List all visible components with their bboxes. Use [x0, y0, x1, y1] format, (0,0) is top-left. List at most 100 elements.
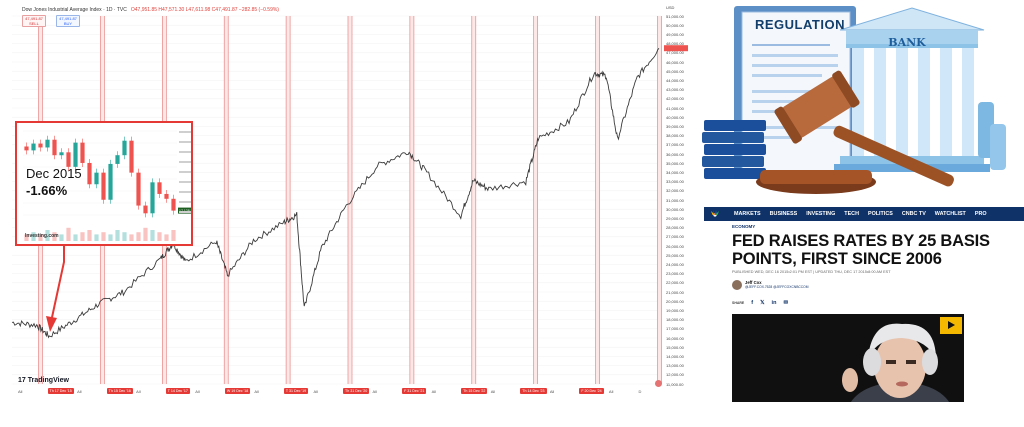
y-tick-label: 43,000.00 [666, 87, 684, 93]
hike-band [224, 16, 229, 384]
nav-item-pro[interactable]: PRO [974, 211, 987, 217]
y-tick-label: 14,000.00 [666, 353, 684, 359]
inset-volume-bar [24, 234, 29, 241]
x-tick-label: All [195, 389, 200, 394]
hike-band [348, 16, 352, 384]
x-tick-label: All [549, 389, 555, 394]
y-tick-label: 38,000.00 [666, 133, 684, 139]
x-tick-label: All [18, 389, 23, 394]
y-tick-label: 46,000.00 [666, 59, 684, 65]
y-tick-label: 44,000.00 [666, 77, 684, 83]
dec-2015-inset: 17,128.55 Dec 2015 -1.66% Investing.com [15, 121, 193, 246]
inset-volume-bar [101, 232, 106, 241]
x-tick-label: All [313, 389, 318, 394]
hike-date-label: Th 17 Dec '15 [47, 388, 74, 394]
inset-volume-bar [66, 227, 71, 241]
article-section[interactable]: ECONOMY [732, 224, 756, 229]
inset-volume-bar [171, 230, 176, 241]
y-tick-label: 18,000.00 [666, 317, 684, 323]
author-name: Jeff Cox [745, 280, 762, 285]
inset-volume-bar [115, 230, 120, 241]
hike-date-label: W 19 Dec '18 [224, 388, 251, 394]
inset-candle [73, 142, 78, 167]
facebook-icon[interactable]: f [751, 300, 754, 306]
nav-item-investing[interactable]: INVESTING [806, 211, 836, 217]
y-tick-label: 47,000.00 [666, 50, 684, 56]
regulation-illustration [690, 0, 1024, 206]
sell-price: 47,491.87 [25, 16, 43, 21]
hike-date-label: Th 31 Dec '20 [343, 388, 370, 394]
x-tick-label: All [254, 389, 259, 394]
hike-band [471, 16, 476, 384]
sell-button[interactable]: 47,491.87 SELL [22, 15, 46, 27]
inset-candle [115, 155, 120, 164]
hike-date-label: Th 14 Dec '23 [520, 388, 547, 394]
inset-volume-bar [87, 230, 92, 241]
inset-volume-bar [164, 234, 169, 241]
article-video[interactable] [732, 314, 964, 402]
inset-price-tag [178, 207, 191, 214]
y-tick-label: 21,000.00 [666, 289, 684, 295]
nav-item-markets[interactable]: MARKETS [734, 211, 761, 217]
buy-button[interactable]: 47,491.87 BUY [56, 15, 80, 27]
dow-chart-panel: Dow Jones Industrial Average Index · 1D … [0, 0, 690, 400]
x-tick-label: All [431, 389, 437, 394]
inset-axis-tick [179, 161, 191, 163]
hike-date-label: F 20 Dec '24 [579, 388, 604, 394]
hike-band [595, 16, 600, 384]
x-tick-label: All [490, 389, 496, 394]
inset-candle [143, 205, 148, 214]
inset-volume-bar [31, 232, 36, 241]
nav-item-tech[interactable]: TECH [844, 211, 859, 217]
nav-item-politics[interactable]: POLITICS [867, 211, 893, 217]
inset-volume-bar [52, 232, 57, 241]
y-tick-label: 32,000.00 [666, 188, 684, 194]
investing-logo: Investing.com [25, 233, 59, 239]
nav-item-watchlist[interactable]: WATCHLIST [934, 211, 966, 217]
cnbc-peacock-icon[interactable] [710, 209, 720, 219]
x-icon[interactable]: 𝕏 [760, 300, 765, 306]
hike-date-label: Th 15 Dec '22 [461, 388, 488, 394]
inset-candle [101, 172, 106, 200]
buy-price: 47,491.87 [59, 16, 77, 21]
inset-candle [164, 193, 169, 199]
inset-volume-bar [129, 234, 134, 241]
tradingview-icon: 17 [18, 377, 26, 384]
time-axis[interactable]: All Th 17 Dec '15 All Th 15 Dec '16 All T 14 … [0, 387, 664, 399]
avatar [732, 280, 742, 290]
linkedin-icon[interactable]: in [771, 300, 777, 306]
regulation-bank-art [702, 6, 1006, 194]
y-tick-label: 11,000.00 [666, 381, 684, 387]
chart-title-bar: Dow Jones Industrial Average Index · 1D … [22, 7, 279, 13]
inset-candle [94, 172, 99, 185]
price-axis[interactable]: USD 51,000.00 50,000.00 49,000.00 48,000.00… [664, 0, 690, 400]
sell-label: SELL [29, 21, 39, 26]
y-tick-label: 27,000.00 [666, 234, 684, 240]
y-tick-label: 20,000.00 [666, 298, 684, 304]
inset-candle [59, 152, 64, 156]
inset-axis-tick [179, 181, 191, 183]
nav-item-business[interactable]: BUSINESS [769, 211, 798, 217]
y-tick-label: 35,000.00 [666, 160, 684, 166]
inset-volume-bar [94, 234, 99, 241]
y-tick-label: 45,000.00 [666, 68, 684, 74]
email-icon[interactable]: ✉ [783, 300, 789, 306]
hike-band [657, 16, 662, 384]
y-tick-label: 19,000.00 [666, 307, 684, 313]
play-button[interactable] [940, 317, 962, 334]
y-tick-label: 28,000.00 [666, 225, 684, 231]
clock-icon[interactable] [655, 380, 662, 387]
y-tick-label: 24,000.00 [666, 261, 684, 267]
inset-candle [38, 143, 43, 148]
inset-candle [87, 162, 92, 185]
y-tick-label: 22,000.00 [666, 280, 684, 286]
y-tick-label: 29,000.00 [666, 215, 684, 221]
buy-label: BUY [63, 21, 73, 26]
inset-candle [157, 182, 162, 194]
video-thumbnail [732, 314, 964, 402]
inset-volume-bar [143, 227, 148, 241]
nav-item-cnbc-tv[interactable]: CNBC TV [901, 211, 926, 217]
inset-volume-bar [157, 232, 162, 241]
y-tick-label: 51,000.00 [666, 13, 684, 19]
